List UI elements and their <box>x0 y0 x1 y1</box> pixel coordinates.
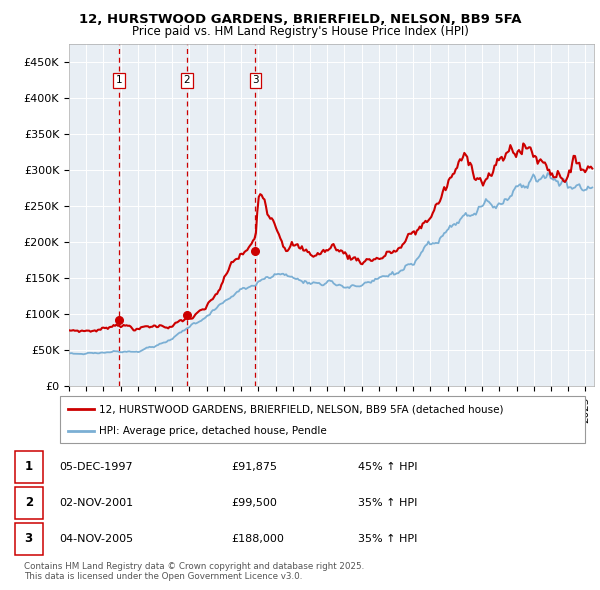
Text: 35% ↑ HPI: 35% ↑ HPI <box>358 534 417 544</box>
Text: 3: 3 <box>252 75 259 85</box>
Text: 1: 1 <box>25 460 33 473</box>
FancyBboxPatch shape <box>15 523 43 555</box>
Text: 35% ↑ HPI: 35% ↑ HPI <box>358 498 417 508</box>
Text: 3: 3 <box>25 533 33 546</box>
FancyBboxPatch shape <box>60 396 585 442</box>
Text: 2: 2 <box>25 496 33 510</box>
Text: £99,500: £99,500 <box>231 498 277 508</box>
Text: Price paid vs. HM Land Registry's House Price Index (HPI): Price paid vs. HM Land Registry's House … <box>131 25 469 38</box>
Text: 45% ↑ HPI: 45% ↑ HPI <box>358 462 417 472</box>
FancyBboxPatch shape <box>15 451 43 483</box>
Text: 04-NOV-2005: 04-NOV-2005 <box>59 534 133 544</box>
Text: £91,875: £91,875 <box>231 462 277 472</box>
Text: 12, HURSTWOOD GARDENS, BRIERFIELD, NELSON, BB9 5FA: 12, HURSTWOOD GARDENS, BRIERFIELD, NELSO… <box>79 13 521 26</box>
Text: 02-NOV-2001: 02-NOV-2001 <box>59 498 133 508</box>
Text: £188,000: £188,000 <box>231 534 284 544</box>
Text: 2: 2 <box>184 75 190 85</box>
Text: Contains HM Land Registry data © Crown copyright and database right 2025.
This d: Contains HM Land Registry data © Crown c… <box>24 562 364 581</box>
Text: 1: 1 <box>116 75 122 85</box>
Text: 05-DEC-1997: 05-DEC-1997 <box>59 462 133 472</box>
FancyBboxPatch shape <box>15 487 43 519</box>
Text: HPI: Average price, detached house, Pendle: HPI: Average price, detached house, Pend… <box>100 426 327 436</box>
Text: 12, HURSTWOOD GARDENS, BRIERFIELD, NELSON, BB9 5FA (detached house): 12, HURSTWOOD GARDENS, BRIERFIELD, NELSO… <box>100 404 504 414</box>
